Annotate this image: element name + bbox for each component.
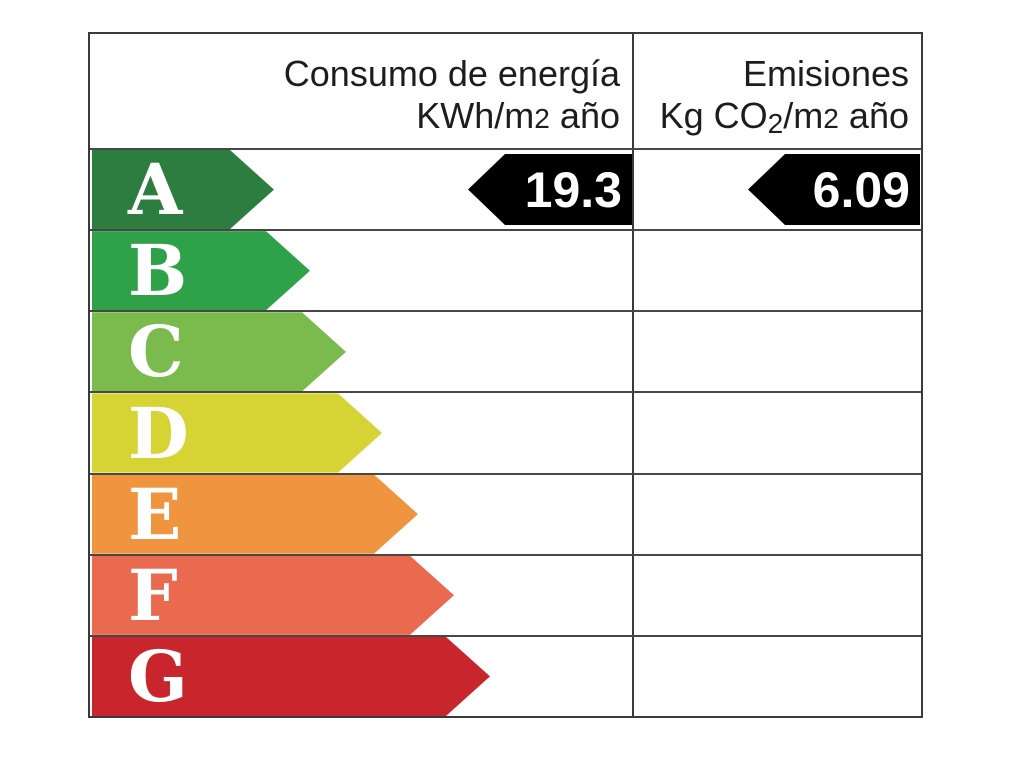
rating-arrow-b: B [92, 231, 310, 310]
subscript-2: 2 [767, 107, 784, 139]
rating-cell-a-emissions: 6.09 [634, 150, 921, 229]
rating-letter: G [128, 634, 188, 718]
rating-row-f: F [90, 553, 921, 635]
emissions-heading-unit: Kg CO2/m2 año [659, 94, 909, 139]
rating-cell-e-energy: E [90, 475, 634, 554]
emissions-heading: Emisiones Kg CO2/m2 año [634, 34, 921, 148]
rating-arrow-f: F [92, 556, 454, 635]
superscript-2: 2 [534, 102, 550, 134]
rating-cell-b-energy: B [90, 231, 634, 310]
rating-cell-f-emissions [634, 556, 921, 635]
emissions-heading-line1: Emisiones [742, 52, 909, 94]
rating-arrow-c: C [92, 312, 346, 391]
rating-cell-c-emissions [634, 312, 921, 391]
rating-arrow-g: G [92, 637, 490, 716]
energy-consumption-heading: Consumo de energía KWh/m2 año [90, 34, 632, 148]
consumption-value-arrow: 19.3 [468, 154, 632, 225]
rating-cell-c-energy: C [90, 312, 634, 391]
energy-heading-unit: KWh/m2 año [416, 94, 620, 136]
rating-row-a: A 19.3 6.09 [90, 148, 921, 229]
header-cell-emissions: Emisiones Kg CO2/m2 año [634, 34, 921, 148]
rating-arrow-d: D [92, 393, 382, 472]
rating-row-b: B [90, 229, 921, 310]
superscript-2: 2 [823, 102, 839, 134]
rating-table: Consumo de energía KWh/m2 año Emisiones … [88, 32, 923, 718]
table-header-row: Consumo de energía KWh/m2 año Emisiones … [90, 34, 921, 148]
rating-arrow-e: E [92, 475, 418, 554]
rating-letter: A [128, 148, 183, 232]
rating-cell-b-emissions [634, 231, 921, 310]
rating-row-c: C [90, 310, 921, 391]
emissions-value: 6.09 [812, 161, 910, 218]
rating-row-e: E [90, 472, 921, 554]
rating-cell-d-energy: D [90, 393, 634, 472]
rating-row-d: D [90, 391, 921, 472]
rating-cell-f-energy: F [90, 556, 634, 635]
rating-cell-g-energy: G [90, 637, 634, 716]
rating-arrow-a: A [92, 150, 274, 229]
rating-letter: B [128, 229, 188, 313]
rating-cell-a-energy: A 19.3 [90, 150, 634, 229]
rating-letter: F [128, 553, 178, 637]
header-cell-energy: Consumo de energía KWh/m2 año [90, 34, 634, 148]
rating-cell-e-emissions [634, 475, 921, 554]
rating-letter: D [128, 391, 189, 475]
energy-heading-line1: Consumo de energía [283, 52, 620, 94]
rating-cell-d-emissions [634, 393, 921, 472]
rating-letter: C [128, 310, 184, 394]
rating-cell-g-emissions [634, 637, 921, 716]
consumption-value: 19.3 [524, 161, 622, 218]
rating-row-g: G [90, 634, 921, 716]
rating-letter: E [128, 472, 182, 556]
emissions-value-arrow: 6.09 [748, 154, 920, 225]
